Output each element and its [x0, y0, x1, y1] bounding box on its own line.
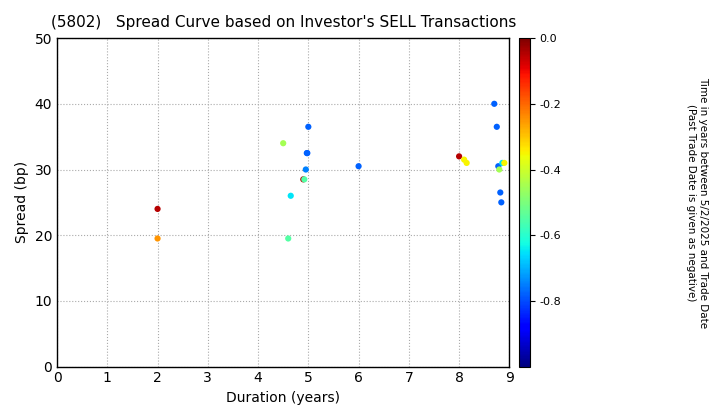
- Point: [152, 205, 163, 212]
- Point: [495, 199, 507, 206]
- Point: [353, 163, 364, 170]
- Point: [491, 123, 503, 130]
- Point: [497, 160, 508, 166]
- Point: [492, 163, 504, 170]
- Point: [459, 156, 470, 163]
- Y-axis label: Spread (bp): Spread (bp): [15, 161, 29, 244]
- Point: [302, 123, 314, 130]
- Point: [285, 192, 297, 199]
- Point: [152, 235, 163, 242]
- Point: [498, 160, 510, 166]
- Point: [493, 166, 505, 173]
- Point: [302, 150, 313, 156]
- Point: [454, 153, 465, 160]
- Point: [300, 166, 312, 173]
- Point: [282, 235, 294, 242]
- Point: [297, 176, 309, 183]
- X-axis label: Duration (years): Duration (years): [226, 391, 340, 405]
- Point: [301, 150, 312, 156]
- Point: [495, 189, 506, 196]
- Title: (5802)   Spread Curve based on Investor's SELL Transactions: (5802) Spread Curve based on Investor's …: [50, 15, 516, 30]
- Point: [461, 160, 472, 166]
- Point: [299, 176, 310, 183]
- Point: [488, 100, 500, 107]
- Y-axis label: Time in years between 5/2/2025 and Trade Date
(Past Trade Date is given as negat: Time in years between 5/2/2025 and Trade…: [686, 77, 708, 328]
- Point: [277, 140, 289, 147]
